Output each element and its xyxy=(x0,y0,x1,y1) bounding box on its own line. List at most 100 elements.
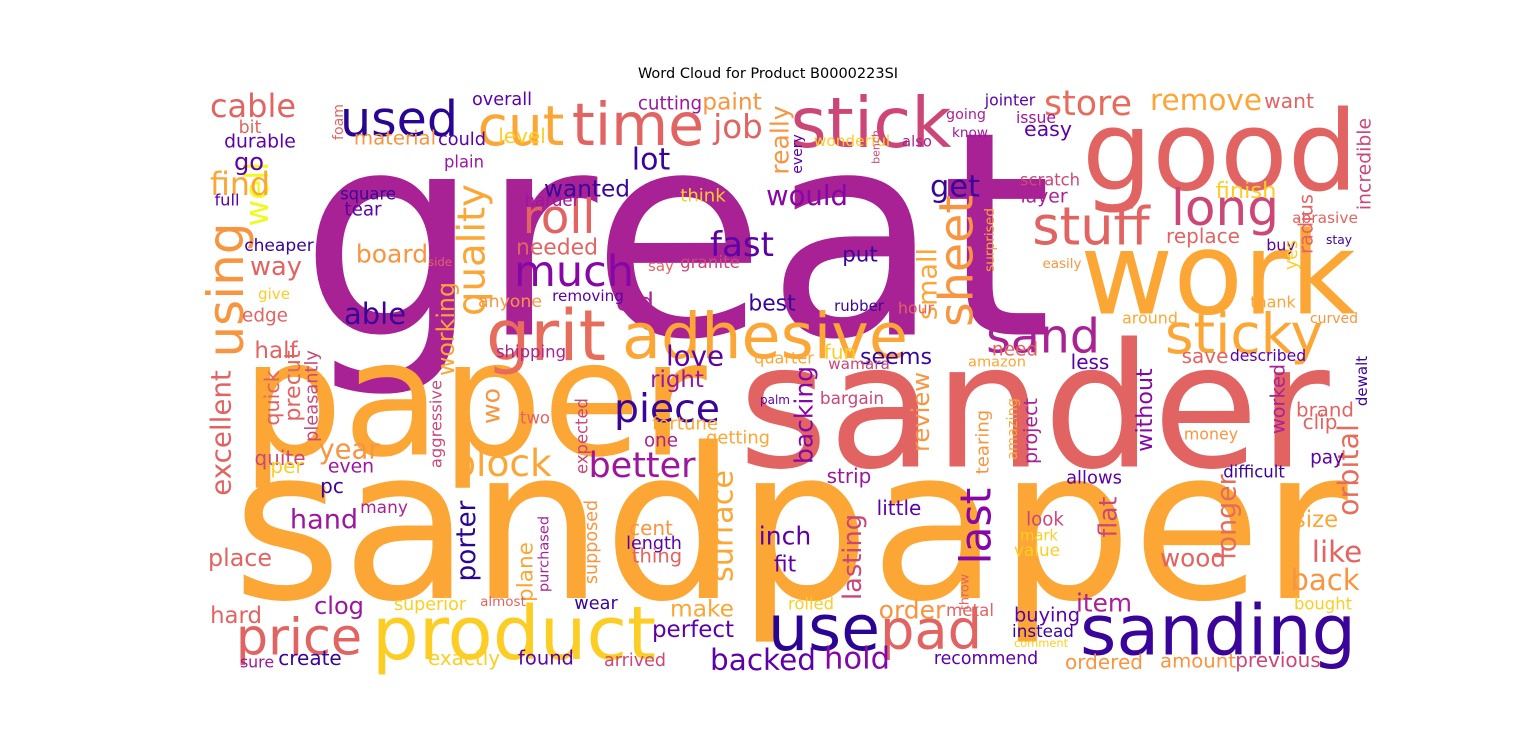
word-material: material xyxy=(354,127,436,150)
word-year: year xyxy=(318,435,380,466)
word-board: board xyxy=(356,240,428,269)
word-use: use xyxy=(768,591,880,665)
word-precut: precut xyxy=(280,350,306,422)
word-able: able xyxy=(344,297,406,331)
word-strip: strip xyxy=(827,464,872,488)
word-dewalt: dewalt xyxy=(1353,356,1371,406)
word-even: even xyxy=(328,457,374,478)
word-recommend: recommend xyxy=(934,649,1038,669)
word-described: described xyxy=(1230,347,1306,365)
word-instead: instead xyxy=(1012,621,1074,641)
word-going: going xyxy=(946,107,986,123)
word-purchased: purchased xyxy=(536,516,553,592)
word-surprised: surprised xyxy=(982,208,998,272)
word-love: love xyxy=(666,340,724,373)
word-orbital: orbital xyxy=(1331,424,1365,516)
word-brand: brand xyxy=(1296,399,1354,422)
word-getting: getting xyxy=(706,428,770,449)
chart-title: Word Cloud for Product B0000223SI xyxy=(637,66,899,82)
word-way: way xyxy=(250,252,302,282)
word-sticky: sticky xyxy=(1165,302,1323,366)
word-excellent: excellent xyxy=(205,370,238,496)
word-hold: hold xyxy=(824,642,890,677)
word-longer: longer xyxy=(1212,473,1243,559)
word-easily: easily xyxy=(1042,256,1081,272)
word-wonderful: wonderful xyxy=(814,132,890,150)
word-plane: plane xyxy=(514,542,539,602)
word-block: block xyxy=(452,441,552,485)
word-fortune: fortune xyxy=(652,414,718,435)
word-fit: fit xyxy=(774,553,797,578)
word-bargain: bargain xyxy=(820,388,884,408)
word-wo: wo xyxy=(477,388,506,424)
word-bit: bit xyxy=(239,118,262,138)
word-adhesive: adhesive xyxy=(622,299,908,373)
word-one: one xyxy=(644,431,678,452)
word-seems: seems xyxy=(860,344,932,370)
word-right: right xyxy=(650,367,704,393)
word-go: go xyxy=(234,148,264,176)
word-value: value xyxy=(1014,540,1060,560)
word-arrived: arrived xyxy=(604,651,666,671)
word-much: much xyxy=(514,247,634,297)
word-size: size xyxy=(1294,507,1338,533)
word-perfect: perfect xyxy=(652,617,734,643)
word-pay: pay xyxy=(1310,448,1344,469)
word-cable: cable xyxy=(210,87,296,125)
word-grit: grit xyxy=(486,295,606,377)
word-need: need xyxy=(992,340,1038,361)
word-used: used xyxy=(340,90,458,148)
word-sander: sander xyxy=(738,307,1330,508)
word-place: place xyxy=(208,544,272,572)
word-tearing: tearing xyxy=(973,410,994,474)
word-harder: harder xyxy=(524,190,579,210)
word-abrasive: abrasive xyxy=(1292,209,1358,227)
word-difficult: difficult xyxy=(1223,463,1285,482)
word-find: find xyxy=(210,167,270,203)
word-aggressive: aggressive xyxy=(427,380,446,468)
word-durable: durable xyxy=(224,132,296,153)
word-cent: cent xyxy=(629,516,673,540)
word-working: working xyxy=(432,282,460,376)
word-issue: issue xyxy=(1016,109,1056,127)
word-using: using xyxy=(197,222,255,357)
word-amount: amount xyxy=(1160,650,1236,673)
word-less: less xyxy=(1071,350,1110,374)
word-lot: lot xyxy=(632,143,671,178)
word-amazing: amazing xyxy=(1005,398,1021,460)
word-bought: bought xyxy=(1294,595,1353,614)
word-sheet: sheet xyxy=(930,195,985,327)
word-hand: hand xyxy=(290,505,358,536)
word-wear: wear xyxy=(574,594,618,614)
word-expected: expected xyxy=(573,398,592,474)
word-removing: removing xyxy=(552,287,624,305)
word-almost: almost xyxy=(480,594,526,610)
word-tear: tear xyxy=(344,200,382,221)
word-layer: layer xyxy=(1020,187,1067,208)
word-cut: cut xyxy=(478,94,565,158)
word-ordered: ordered xyxy=(1065,650,1143,674)
word-best: best xyxy=(748,292,796,317)
word-hour: hour xyxy=(898,299,934,318)
word-well: well xyxy=(238,162,276,227)
word-sure: sure xyxy=(240,653,274,672)
word-would: would xyxy=(766,180,848,212)
word-wamara: wamara xyxy=(828,355,890,373)
word-price: price xyxy=(236,608,362,667)
word-product: product xyxy=(372,591,656,677)
word-edge: edge xyxy=(242,306,288,327)
word-stick: stick xyxy=(791,84,952,164)
word-rolled: rolled xyxy=(788,595,834,614)
word-piece: piece xyxy=(614,386,720,432)
word-great: great xyxy=(300,72,1052,403)
word-easy: easy xyxy=(1024,117,1072,141)
word-money: money xyxy=(1184,425,1238,444)
word-worked: worked xyxy=(1267,364,1290,434)
word-superior: superior xyxy=(394,595,467,615)
word-per: per xyxy=(270,454,304,478)
word-found: found xyxy=(518,647,574,670)
word-roll: roll xyxy=(523,191,596,245)
word-supposed: supposed xyxy=(582,500,602,584)
word-put: put xyxy=(842,243,878,268)
